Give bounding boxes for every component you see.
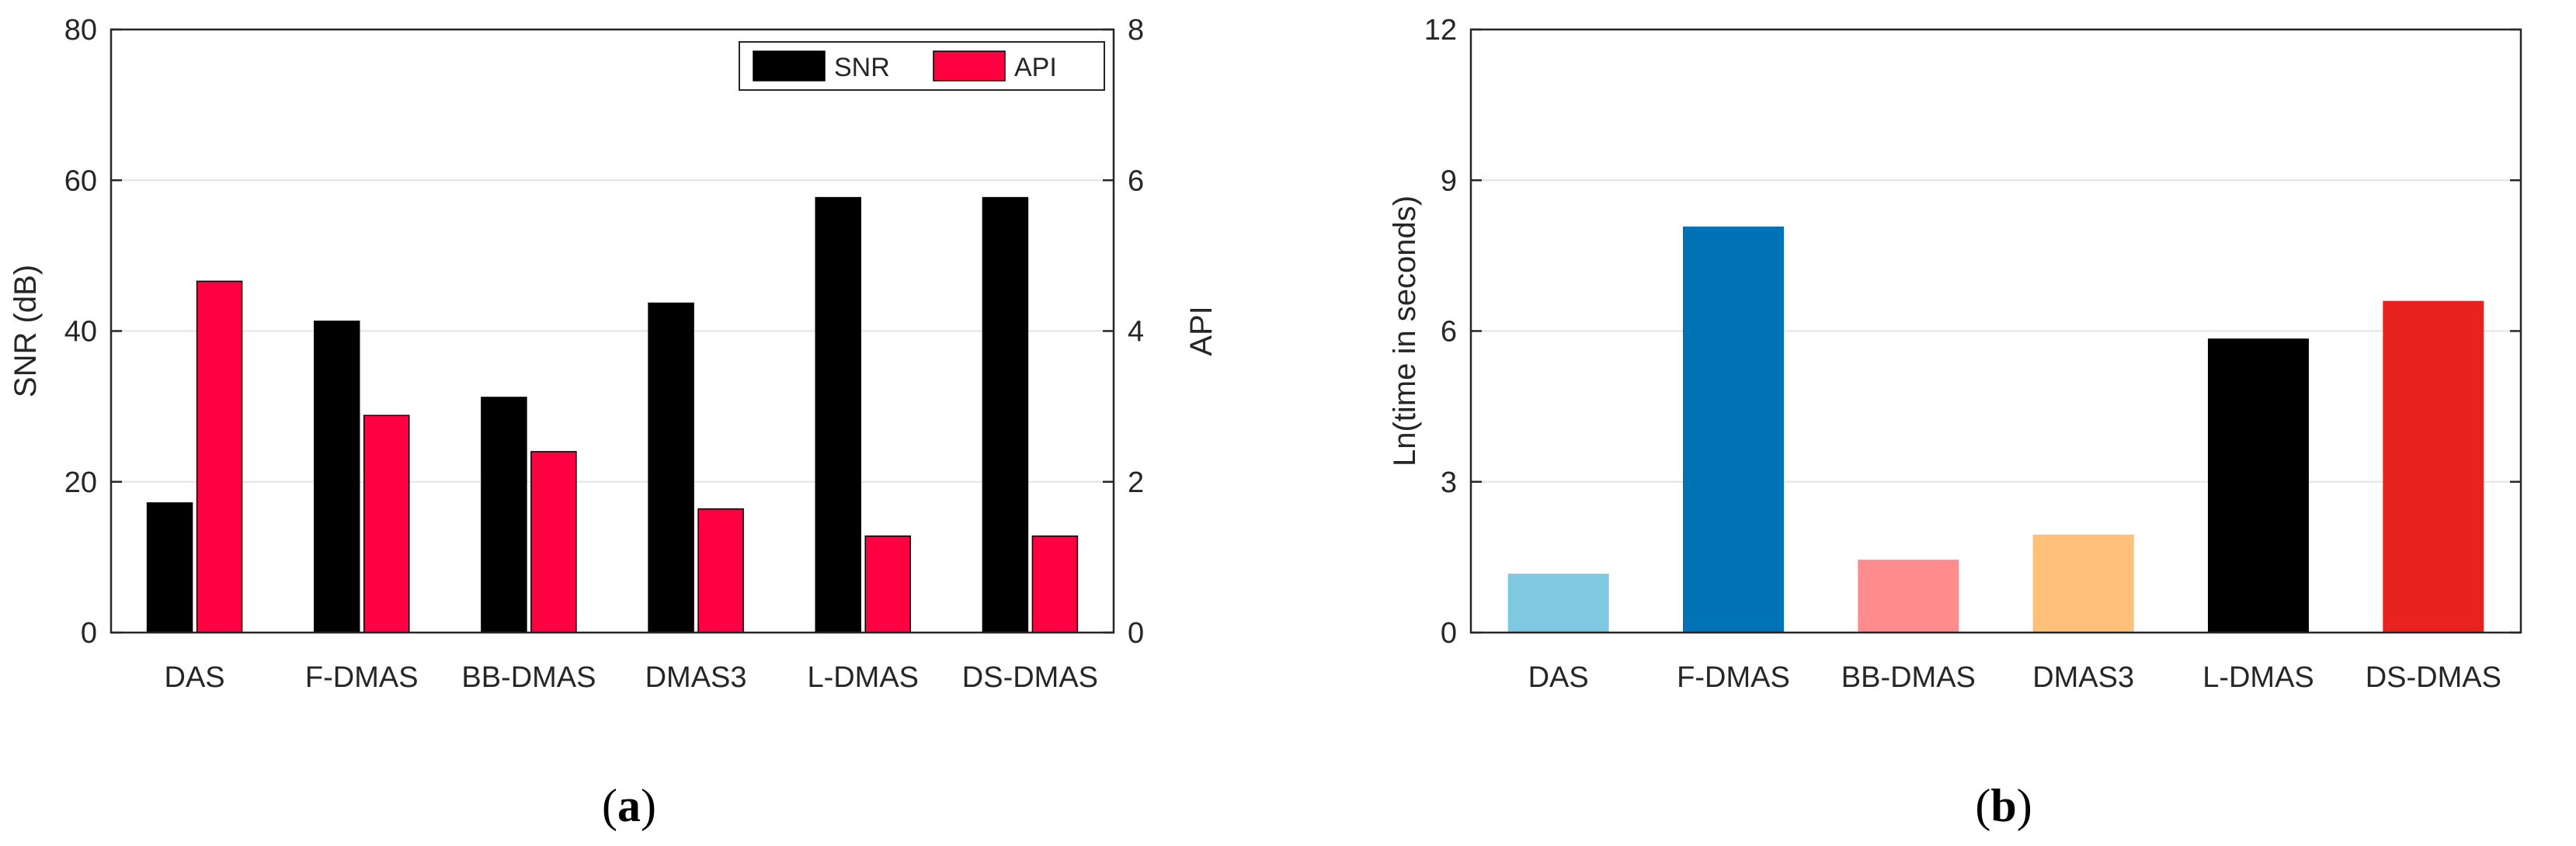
x-tick-label-a: DMAS3 — [645, 661, 747, 694]
x-tick-label-b: DMAS3 — [2032, 661, 2134, 694]
bar-snr-f-dmas — [314, 321, 360, 633]
y-right-tick-label-a: 2 — [1128, 466, 1144, 499]
y-axis-label-a: SNR (dB) — [9, 265, 43, 397]
bar-f-dmas — [1683, 226, 1784, 633]
y-tick-label-b: 6 — [1441, 316, 1457, 348]
bar-das — [1507, 574, 1609, 633]
x-tick-label-b: DAS — [1528, 661, 1589, 694]
y-tick-label-b: 0 — [1441, 617, 1457, 650]
bar-api-ds-dmas — [1031, 535, 1079, 633]
y-tick-label-b: 3 — [1441, 466, 1457, 499]
y-right-tick-label-a: 8 — [1128, 14, 1144, 47]
panel-a-label: (a) — [602, 780, 656, 831]
bar-snr-ds-dmas — [982, 196, 1029, 633]
y-right-tick-label-a: 4 — [1128, 316, 1144, 348]
y-tick-label-a: 40 — [64, 316, 97, 348]
chart-b-runtime: DAS F-DMAS BB-DMAS DMAS3 L-DMAS DS-DMAS 0 3 6 9 12… — [1388, 14, 2522, 694]
bar-snr-bb-dmas — [481, 397, 527, 633]
x-tick-label-b: L-DMAS — [2202, 661, 2314, 694]
x-tick-label-a: DAS — [165, 661, 225, 694]
bar-ds-dmas — [2383, 300, 2484, 633]
legend-swatch-api — [933, 50, 1006, 81]
legend-swatch-snr — [753, 50, 826, 81]
y-right-tick-label-a: 6 — [1128, 165, 1144, 197]
x-tick-label-b: DS-DMAS — [2366, 661, 2501, 694]
y-tick-label-a: 80 — [64, 14, 97, 47]
x-tick-label-a: L-DMAS — [807, 661, 919, 694]
y-tick-label-b: 12 — [1424, 14, 1457, 47]
bar-snr-dmas3 — [648, 302, 694, 633]
bar-api-f-dmas — [363, 414, 410, 633]
y-right-axis-label-a: API — [1184, 306, 1218, 355]
legend-label-snr: SNR — [834, 53, 890, 82]
y-tick-label-a: 60 — [64, 165, 97, 197]
chart-a-snr-api: DAS F-DMAS BB-DMAS DMAS3 L-DMAS DS-DMAS020406… — [9, 14, 1218, 694]
x-tick-label-b: F-DMAS — [1677, 661, 1790, 694]
x-tick-label-a: F-DMAS — [305, 661, 419, 694]
y-right-tick-label-a: 0 — [1128, 617, 1144, 650]
panel-b-label: (b) — [1975, 780, 2032, 831]
bar-api-dmas3 — [697, 508, 744, 633]
bar-bb-dmas — [1858, 560, 1959, 633]
bar-dmas3 — [2032, 534, 2134, 633]
bar-snr-das — [146, 502, 193, 633]
y-axis-label-b: Ln(time in seconds) — [1388, 196, 1422, 466]
y-tick-label-a: 20 — [64, 466, 97, 499]
bar-snr-l-dmas — [815, 196, 861, 633]
y-tick-label-b: 9 — [1441, 165, 1457, 197]
bar-api-l-dmas — [864, 535, 911, 633]
bar-api-das — [196, 280, 243, 633]
bar-api-bb-dmas — [530, 451, 577, 633]
x-tick-label-a: DS-DMAS — [962, 661, 1098, 694]
x-tick-label-b: BB-DMAS — [1841, 661, 1976, 694]
legend-label-api: API — [1014, 53, 1057, 82]
x-tick-label-a: BB-DMAS — [461, 661, 596, 694]
bar-l-dmas — [2208, 338, 2309, 633]
y-tick-label-a: 0 — [81, 617, 97, 650]
